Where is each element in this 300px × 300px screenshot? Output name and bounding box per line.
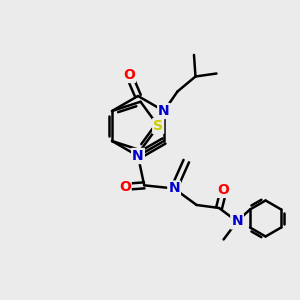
Text: N: N	[168, 182, 180, 196]
Text: N: N	[231, 214, 243, 229]
Text: O: O	[218, 183, 230, 197]
Text: O: O	[123, 68, 135, 82]
Text: N: N	[158, 104, 170, 118]
Text: N: N	[132, 149, 144, 163]
Text: N: N	[132, 149, 144, 163]
Text: O: O	[119, 180, 131, 194]
Text: S: S	[153, 119, 163, 133]
